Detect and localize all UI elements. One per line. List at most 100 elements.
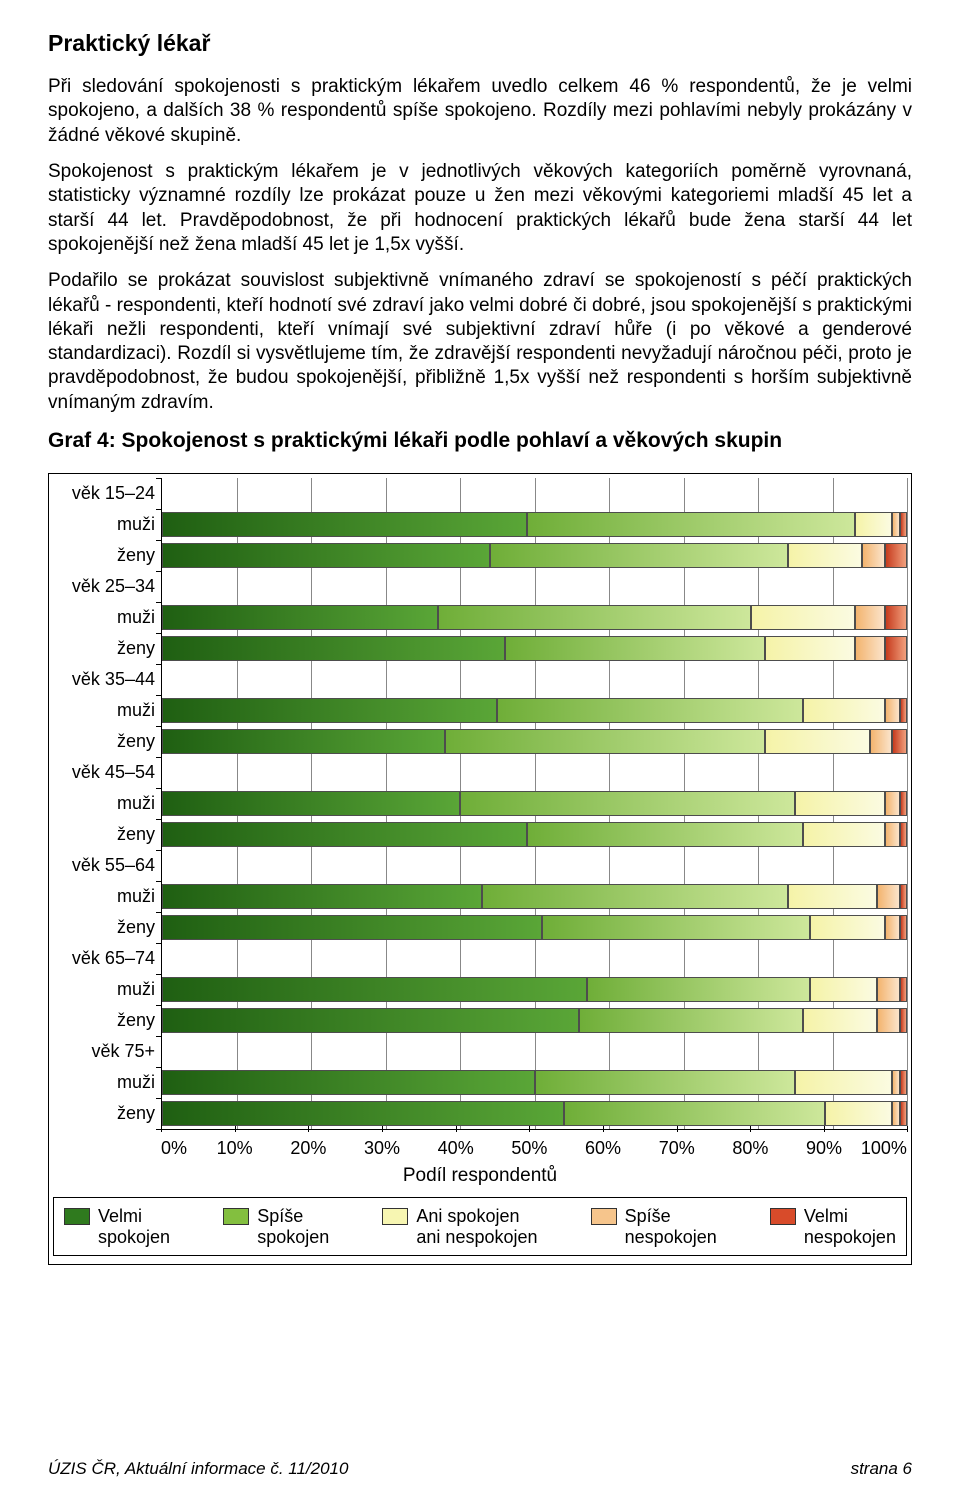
- x-tick-label: 50%: [493, 1130, 567, 1159]
- age-group-label: věk 65–74: [53, 943, 161, 974]
- legend-label: Ani spokojenani nespokojen: [416, 1206, 537, 1247]
- bar-slot: [162, 1101, 907, 1126]
- bar-segment-velmi-nespokojen: [900, 822, 907, 847]
- group-header-row: [162, 1036, 907, 1067]
- bar-segment-ani: [810, 977, 877, 1002]
- group-header-row: [162, 571, 907, 602]
- x-tick-label: 40%: [419, 1130, 493, 1159]
- bar-segment-velmi-spokojen: [162, 698, 497, 723]
- paragraph-1: Při sledování spokojenosti s praktickým …: [48, 75, 912, 148]
- chart-area: věk 15–24mužiženyvěk 25–34mužiženyvěk 35…: [53, 478, 907, 1187]
- group-header-row: [162, 664, 907, 695]
- bar-segment-velmi-nespokojen: [885, 543, 907, 568]
- bar-segment-velmi-spokojen: [162, 1070, 535, 1095]
- bar-segment-spise-spokojen: [438, 605, 751, 630]
- data-row: [162, 509, 907, 540]
- legend-item: Spíšenespokojen: [591, 1206, 717, 1247]
- bar-segment-velmi-spokojen: [162, 512, 527, 537]
- age-group-label: věk 45–54: [53, 757, 161, 788]
- bar-segment-ani: [765, 729, 869, 754]
- legend-label: Velmispokojen: [98, 1206, 170, 1247]
- x-tick-label: 70%: [640, 1130, 714, 1159]
- gender-label: ženy: [53, 912, 161, 943]
- age-group-label: věk 35–44: [53, 664, 161, 695]
- x-tick-mark: [824, 1126, 825, 1132]
- paragraph-2: Spokojenost s praktickým lékařem je v je…: [48, 160, 912, 257]
- bar-segment-spise-spokojen: [445, 729, 765, 754]
- bar-segment-spise-nespokojen: [892, 1101, 899, 1126]
- x-tick-mark: [308, 1126, 309, 1132]
- x-tick-text: 90%: [806, 1138, 842, 1158]
- data-row: [162, 695, 907, 726]
- bar-segment-ani: [788, 884, 877, 909]
- group-header-row: [162, 850, 907, 881]
- bar-segment-velmi-nespokojen: [900, 977, 907, 1002]
- chart-title: Graf 4: Spokojenost s praktickými lékaři…: [48, 429, 912, 453]
- gender-label: muži: [53, 695, 161, 726]
- bar-slot: [162, 512, 907, 537]
- bar-segment-spise-nespokojen: [870, 729, 892, 754]
- x-tick-mark: [603, 1126, 604, 1132]
- stacked-bar: [162, 512, 907, 537]
- x-tick-label: 10%: [198, 1130, 272, 1159]
- legend-swatch: [591, 1208, 617, 1225]
- bar-segment-velmi-nespokojen: [885, 605, 907, 630]
- gender-label: ženy: [53, 540, 161, 571]
- x-tick-label: 0%: [161, 1130, 198, 1159]
- x-axis: 0%10%20%30%40%50%60%70%80%90%100%: [161, 1130, 907, 1159]
- stacked-bar: [162, 543, 907, 568]
- data-row: [162, 602, 907, 633]
- stacked-bar: [162, 915, 907, 940]
- bar-segment-spise-spokojen: [579, 1008, 803, 1033]
- bar-segment-ani: [751, 605, 855, 630]
- data-row: [162, 1005, 907, 1036]
- chart-legend: Velmispokojen Spíšespokojen Ani spokojenan…: [53, 1197, 907, 1256]
- x-tick-label: 90%: [787, 1130, 861, 1159]
- data-row: [162, 819, 907, 850]
- bar-slot: [162, 543, 907, 568]
- stacked-bar: [162, 977, 907, 1002]
- bar-segment-spise-nespokojen: [855, 605, 885, 630]
- data-row: [162, 633, 907, 664]
- grid-line: [907, 478, 908, 1129]
- document-page: Praktický lékař Při sledování spokojenos…: [0, 0, 960, 1501]
- stacked-bar: [162, 729, 907, 754]
- x-tick-mark: [677, 1126, 678, 1132]
- bar-segment-velmi-spokojen: [162, 1101, 564, 1126]
- x-tick-text: 50%: [511, 1138, 547, 1158]
- legend-swatch: [382, 1208, 408, 1225]
- bar-segment-spise-spokojen: [482, 884, 787, 909]
- bar-slot: [162, 884, 907, 909]
- group-header-row: [162, 757, 907, 788]
- bar-segment-velmi-nespokojen: [900, 884, 907, 909]
- bar-segment-spise-nespokojen: [862, 543, 884, 568]
- bar-segment-spise-nespokojen: [885, 698, 900, 723]
- legend-item: Spíšespokojen: [223, 1206, 329, 1247]
- data-row: [162, 540, 907, 571]
- bar-segment-velmi-nespokojen: [900, 698, 907, 723]
- gender-label: ženy: [53, 726, 161, 757]
- bar-segment-spise-nespokojen: [892, 1070, 899, 1095]
- x-tick-text: 40%: [438, 1138, 474, 1158]
- bar-segment-velmi-spokojen: [162, 791, 460, 816]
- bar-segment-spise-nespokojen: [885, 822, 900, 847]
- x-tick-text: 60%: [585, 1138, 621, 1158]
- bar-segment-spise-nespokojen: [877, 1008, 899, 1033]
- bar-segment-spise-spokojen: [535, 1070, 796, 1095]
- bar-segment-spise-nespokojen: [885, 791, 900, 816]
- age-group-label: věk 25–34: [53, 571, 161, 602]
- legend-swatch: [64, 1208, 90, 1225]
- bar-segment-velmi-nespokojen: [892, 729, 907, 754]
- bar-segment-spise-spokojen: [497, 698, 802, 723]
- bar-slot: [162, 1008, 907, 1033]
- x-tick-text: 30%: [364, 1138, 400, 1158]
- bar-segment-spise-spokojen: [587, 977, 811, 1002]
- chart-container: věk 15–24mužiženyvěk 25–34mužiženyvěk 35…: [48, 473, 912, 1265]
- x-tick-label: 80%: [714, 1130, 788, 1159]
- bar-slot: [162, 915, 907, 940]
- bar-segment-spise-nespokojen: [892, 512, 899, 537]
- y-axis-labels: věk 15–24mužiženyvěk 25–34mužiženyvěk 35…: [53, 478, 161, 1130]
- age-group-label: věk 55–64: [53, 850, 161, 881]
- bar-segment-velmi-nespokojen: [900, 1008, 907, 1033]
- x-axis-title: Podíl respondentů: [53, 1165, 907, 1187]
